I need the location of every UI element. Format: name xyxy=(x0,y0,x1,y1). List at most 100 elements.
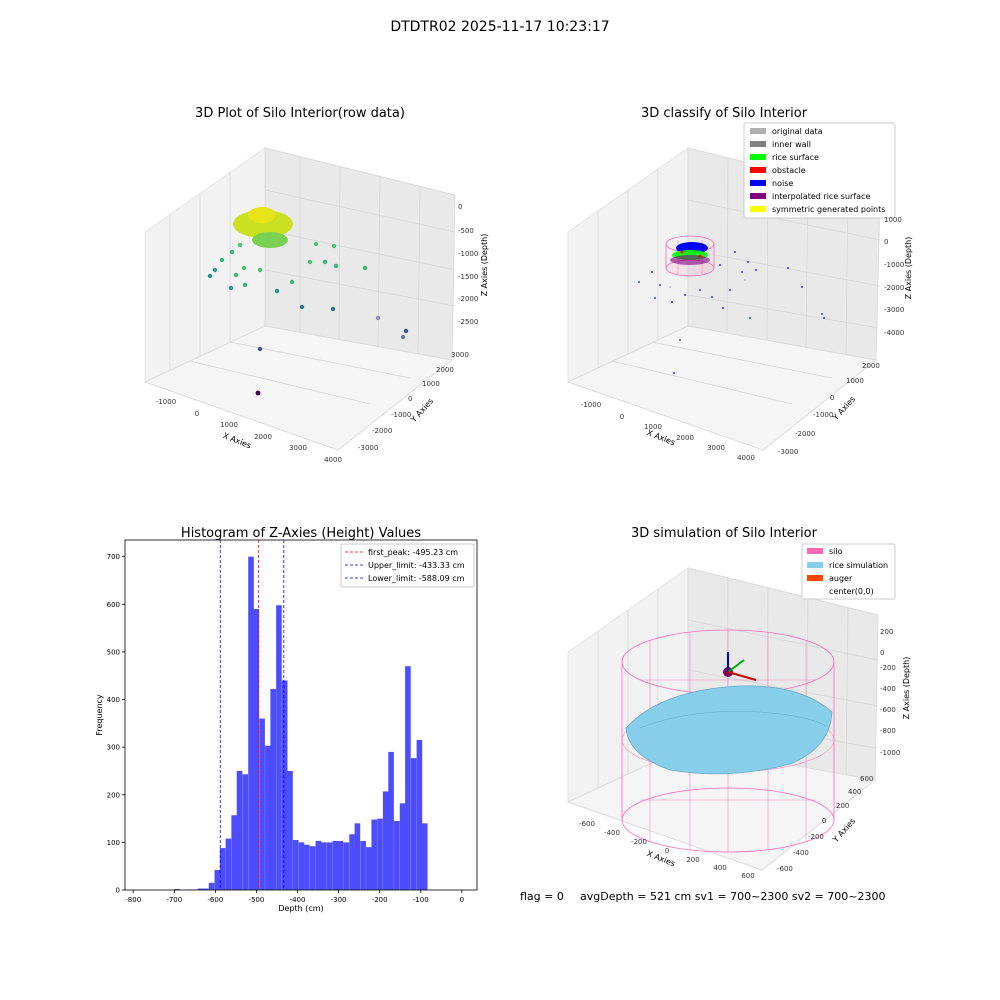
panel1-pane-back xyxy=(264,147,456,361)
panel4-xtick: -200 xyxy=(631,838,647,846)
panel1-ztick: -1000 xyxy=(458,250,478,258)
panel1-ztick: -2000 xyxy=(458,295,478,303)
hist-bar xyxy=(208,882,215,890)
panel2-ztick: 1000 xyxy=(884,216,902,224)
panel2-y-ticks: -3000 -2000 -1000 0 1000 2000 xyxy=(778,362,880,456)
legend-label: inner wall xyxy=(772,140,811,149)
hist-y-ticks: 0 100 200 300 400 500 600 700 xyxy=(107,553,125,895)
panel4-ytick: -400 xyxy=(793,849,809,857)
hist-bar xyxy=(281,680,288,890)
hist-bar xyxy=(287,770,293,890)
panel1-title: 3D Plot of Silo Interior(row data) xyxy=(195,106,405,121)
hist-xtick-label: -400 xyxy=(290,896,306,904)
panel4-xtick: -400 xyxy=(604,829,620,837)
panel1-z-ticks: -2500 -2000 -1500 -1000 -500 0 xyxy=(458,203,478,326)
legend-swatch-noise xyxy=(750,180,766,186)
hist-bar xyxy=(304,844,310,890)
panel4-z-ticks: -1000 -800 -600 -400 -200 0 200 xyxy=(880,628,900,757)
hist-bar xyxy=(399,803,406,890)
hist-xtick-label: -500 xyxy=(248,896,264,904)
panel4-xtick: 600 xyxy=(741,872,754,880)
panel2-xtick: 0 xyxy=(620,413,624,421)
legend-swatch-auger xyxy=(807,575,823,581)
panel4-ztick: -1000 xyxy=(880,749,900,757)
panel2-xtick: 1000 xyxy=(644,423,662,431)
hist-bar xyxy=(332,840,339,890)
panel1-ytick: 3000 xyxy=(451,351,469,359)
hist-vlines xyxy=(219,540,285,890)
panel1-points xyxy=(207,207,409,396)
footer-summary: avgDepth = 521 cm sv1 = 700~2300 sv2 = 7… xyxy=(580,890,886,903)
hist-bar xyxy=(197,888,204,890)
panel4-ytick: -200 xyxy=(808,833,824,841)
panel2-zlabel: Z Axies (Depth) xyxy=(904,237,913,300)
legend-label: Lower_limit: -588.09 cm xyxy=(368,574,465,583)
hist-bar xyxy=(225,838,232,890)
panel2-ztick: -4000 xyxy=(884,329,904,337)
panel2-ztick: -1000 xyxy=(884,261,904,269)
hist-xtick-label: 0 xyxy=(460,896,464,904)
hist-bar xyxy=(259,718,265,890)
hist-xtick-label: -700 xyxy=(166,896,182,904)
hist-bar xyxy=(236,770,243,890)
panel4-xtick: -600 xyxy=(579,820,595,828)
legend-swatch-interpolated xyxy=(750,193,766,199)
legend-label: center(0,0) xyxy=(829,587,874,596)
legend-label: rice surface xyxy=(772,153,819,162)
hist-bar xyxy=(343,842,350,890)
panel4-ytick: 400 xyxy=(848,788,861,796)
panel1-xtick: 0 xyxy=(195,410,199,418)
panel1-xtick: 4000 xyxy=(324,456,342,464)
hist-bar xyxy=(265,745,271,890)
panel4-axis-y xyxy=(727,659,745,673)
footer-flag: flag = 0 xyxy=(520,890,564,903)
hist-bar xyxy=(320,842,327,890)
hist-bar xyxy=(174,889,180,890)
panel2-ytick: 1000 xyxy=(846,377,864,385)
hist-xtick-label: -200 xyxy=(372,896,388,904)
hist-bar xyxy=(203,888,209,890)
hist-xtick-label: -800 xyxy=(125,896,141,904)
panel4-ztick: -200 xyxy=(880,664,896,672)
hist-bar xyxy=(214,870,221,890)
legend-swatch-symmetric xyxy=(750,206,766,212)
panel4-ztick: 200 xyxy=(880,628,893,636)
panel4-title: 3D simulation of Silo Interior xyxy=(631,526,818,541)
hist-bar xyxy=(231,815,237,890)
hist-ytick-label: 700 xyxy=(107,553,120,561)
hist-bar xyxy=(309,846,316,890)
panel1-ztick: -500 xyxy=(458,227,474,235)
panel1-point-cluster-peak xyxy=(248,207,276,223)
panel2-z-ticks: -4000 -3000 -2000 -1000 0 1000 xyxy=(884,216,904,337)
panel2-ytick: -3000 xyxy=(778,448,798,456)
panel1-xtick: 2000 xyxy=(254,433,272,441)
panel1-y-ticks: -3000 -2000 -1000 0 1000 2000 3000 xyxy=(358,351,469,452)
hist-bar xyxy=(382,791,389,890)
panel4-zlabel: Z Axies (Depth) xyxy=(902,657,911,720)
panel4-ylabel: Y Axies xyxy=(830,817,857,845)
hist-bar xyxy=(276,605,282,890)
hist-xtick-label: -600 xyxy=(207,896,223,904)
hist-bar xyxy=(360,840,366,890)
panel1-xtick: 3000 xyxy=(289,444,307,452)
hist-bar xyxy=(349,834,355,890)
panel2-xtick: 3000 xyxy=(707,444,725,452)
panel2-title: 3D classify of Silo Interior xyxy=(641,106,808,121)
panel1-ytick: 2000 xyxy=(436,366,454,374)
legend-label: original data xyxy=(772,127,823,136)
legend-label: noise xyxy=(772,179,793,188)
legend-swatch-obstacle xyxy=(750,167,766,173)
panel4-ztick: 0 xyxy=(880,649,884,657)
panel4-rice-surface xyxy=(625,685,833,775)
panel4-legend: silo rice simulation auger center(0,0) xyxy=(801,543,896,600)
hist-axes-frame xyxy=(124,539,478,891)
panel4-axis-x xyxy=(727,671,757,681)
figure-suptitle: DTDTR02 2025-11-17 10:23:17 xyxy=(390,19,609,35)
panel4-pane-floor xyxy=(566,745,877,871)
panel2-xtick: 4000 xyxy=(737,454,755,462)
panel4-ztick: -400 xyxy=(880,685,896,693)
panel1-xlabel: X Axies xyxy=(222,431,253,450)
panel-classify-3d: 3D classify of Silo Interior xyxy=(566,106,913,462)
panel1-ytick: -1000 xyxy=(391,411,411,419)
